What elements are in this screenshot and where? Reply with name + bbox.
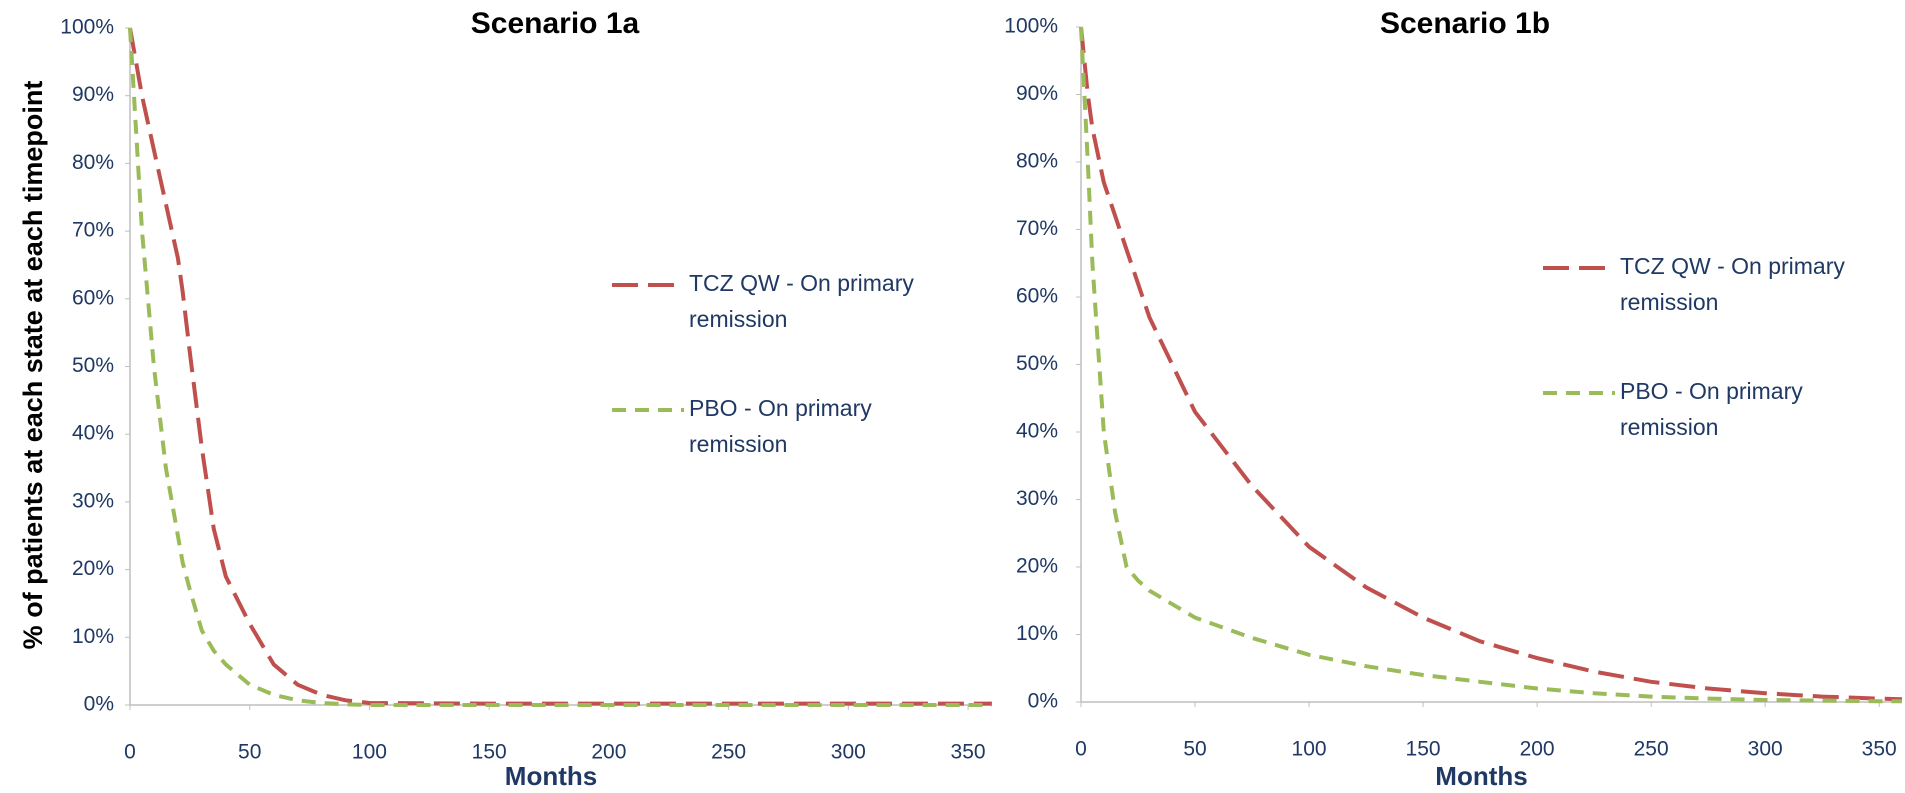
y-tick-label: 100% — [60, 16, 114, 39]
y-tick-label: 50% — [1016, 352, 1058, 375]
y-tick-label: 100% — [1004, 15, 1058, 38]
legend-label: TCZ QW - On primary remission — [1620, 253, 1845, 315]
y-tick-label: 0% — [1028, 690, 1058, 713]
y-tick-label: 30% — [72, 489, 114, 512]
y-tick-label: 40% — [72, 422, 114, 445]
series-line — [128, 27, 992, 706]
y-tick-label: 60% — [72, 286, 114, 309]
x-tick-label: 150 — [472, 741, 507, 764]
y-tick-label: 90% — [72, 83, 114, 106]
x-tick-label: 50 — [1183, 738, 1206, 761]
x-axis-label: Months — [1435, 761, 1527, 791]
y-tick-label: 20% — [72, 557, 114, 580]
y-tick-label: 70% — [1016, 217, 1058, 240]
series-line — [1079, 26, 1903, 702]
x-tick-label: 250 — [1634, 738, 1669, 761]
y-axis-label: % of patients at each state at each time… — [18, 81, 48, 650]
y-tick-label: 40% — [1016, 420, 1058, 443]
y-tick-label: 10% — [1016, 622, 1058, 645]
x-tick-label: 150 — [1406, 738, 1441, 761]
x-tick-label: 200 — [1520, 738, 1555, 761]
legend-label: TCZ QW - On primary remission — [689, 270, 914, 332]
y-tick-label: 80% — [72, 151, 114, 174]
x-tick-label: 250 — [711, 741, 746, 764]
x-tick-label: 200 — [591, 741, 626, 764]
chart-title: Scenario 1a — [471, 7, 640, 40]
x-tick-label: 100 — [1292, 738, 1327, 761]
y-tick-label: 50% — [72, 354, 114, 377]
legend-label: PBO - On primary remission — [1620, 378, 1803, 440]
y-tick-label: 60% — [1016, 285, 1058, 308]
x-tick-label: 300 — [831, 741, 866, 764]
y-tick-label: 90% — [1016, 82, 1058, 105]
y-tick-label: 10% — [72, 625, 114, 648]
y-tick-label: 20% — [1016, 555, 1058, 578]
x-tick-label: 50 — [238, 741, 261, 764]
y-tick-label: 0% — [84, 693, 114, 716]
x-tick-label: 350 — [951, 741, 986, 764]
series-line — [128, 27, 992, 707]
legend-label: PBO - On primary remission — [689, 395, 872, 457]
x-tick-label: 300 — [1748, 738, 1783, 761]
y-tick-label: 30% — [1016, 487, 1058, 510]
x-tick-label: 0 — [124, 741, 136, 764]
x-tick-label: 350 — [1862, 738, 1897, 761]
x-tick-label: 0 — [1075, 738, 1087, 761]
chart-title: Scenario 1b — [1380, 7, 1550, 40]
y-tick-label: 70% — [72, 219, 114, 242]
x-tick-label: 100 — [352, 741, 387, 764]
series-line — [1079, 26, 1902, 704]
y-tick-label: 80% — [1016, 150, 1058, 173]
x-axis-label: Months — [505, 761, 597, 791]
